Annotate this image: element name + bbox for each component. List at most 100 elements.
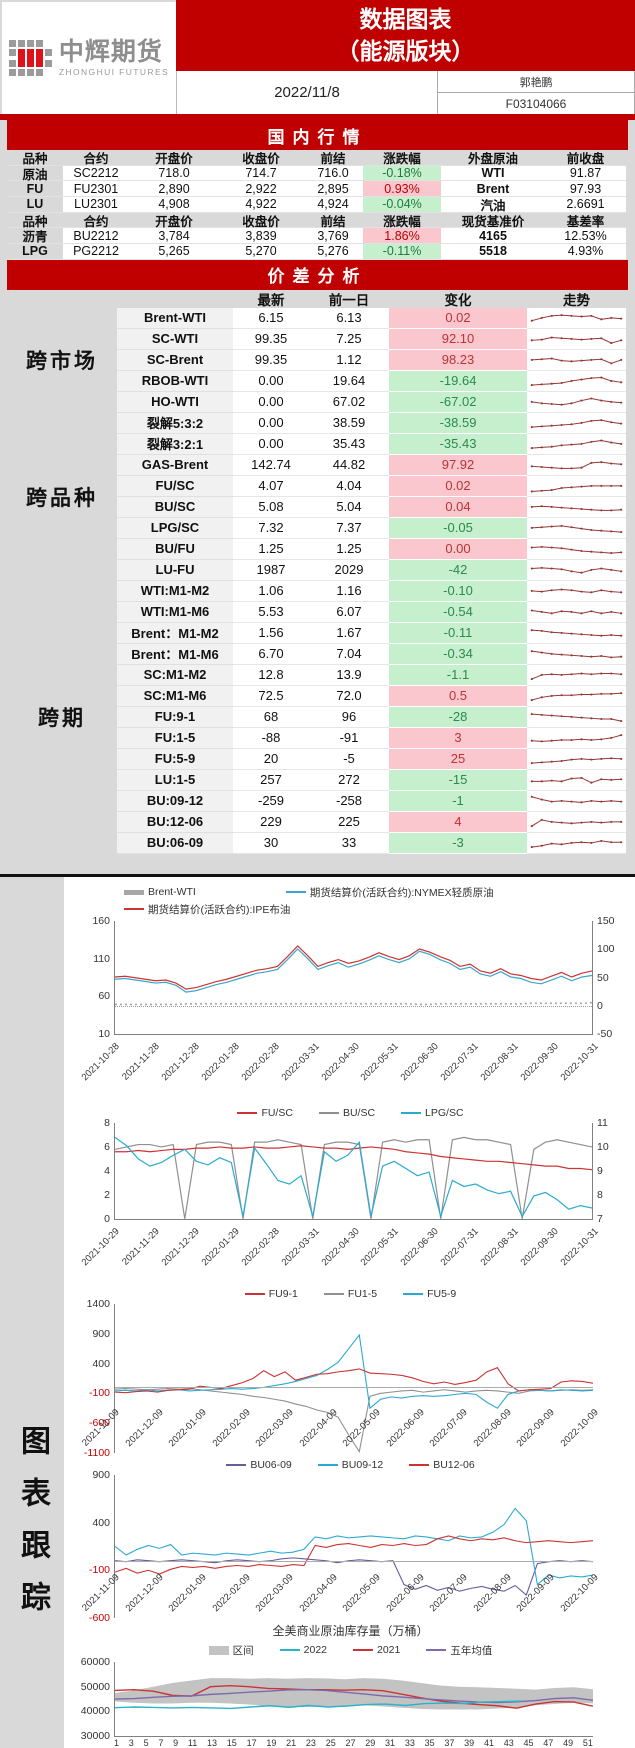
spread-section-label: 跨品种 (26, 485, 98, 510)
report-header: 中辉期货 ZHONGHUI FUTURES 数据图表 （能源版块） 2022/1… (0, 0, 635, 120)
spread-prev: 38.59 (309, 412, 389, 434)
legend-item: 五年均值 (426, 1643, 492, 1658)
chart-plot: 160 110 60 10 150 100 50 0 -50 (92, 915, 614, 1041)
external-name: WTI (441, 165, 545, 182)
axis-label: 39 (464, 1738, 475, 1748)
spread-name: GAS-Brent (117, 454, 233, 476)
axis-label: 49 (563, 1738, 574, 1748)
change-pct: 0.93% (363, 181, 441, 198)
spread-latest: 7.32 (233, 517, 309, 539)
spread-prev: 33 (309, 832, 389, 854)
external-value: 91.87 (545, 165, 626, 182)
chart-legend: FU9-1 FU1-5 FU5-9 (66, 1286, 635, 1302)
spread-latest: 0.00 (233, 433, 309, 455)
sparkline (527, 685, 626, 707)
product-name: LPG (7, 244, 63, 260)
open-price: 718.0 (129, 165, 219, 182)
axis-tick-right: 11 (597, 1117, 608, 1130)
open-price: 4,908 (129, 197, 219, 213)
axis-label: 31 (385, 1738, 396, 1748)
axis-tick-right: 0 (597, 999, 603, 1012)
legend-item: 期货结算价(活跃合约):IPE布油 (124, 902, 290, 917)
charts-sidebar-label: 图表跟踪 (16, 1424, 49, 1633)
axis-tick-left: 50000 (80, 1680, 110, 1693)
legend-item: 期货结算价(活跃合约):NYMEX轻质原油 (285, 885, 494, 900)
spread-name: LPG/SC (117, 517, 233, 539)
axis-tick-right: 50 (597, 971, 609, 984)
axis-label: 51 (582, 1738, 593, 1748)
axis-tick-left: 60000 (80, 1655, 110, 1668)
spread-name: LU-FU (117, 559, 233, 581)
open-price: 5,265 (129, 244, 219, 260)
spread-change: 0.04 (389, 496, 527, 518)
charts-section: 图表跟踪 Brent-WTI 期货结算价(活跃合约):NYMEX轻质原油 期货结算价… (0, 876, 635, 1748)
legend-label: BU12-06 (433, 1458, 475, 1471)
spread-prev: 7.04 (309, 643, 389, 665)
chart-plot: 1400 900 400 -100 -600 -1100 (84, 1298, 593, 1459)
logo-name-cn: 中辉期货 (58, 37, 163, 66)
report-title-line2: （能源版块） (336, 38, 475, 64)
column-header: 涨跌幅 (363, 213, 441, 229)
external-name: 5518 (441, 244, 545, 260)
spread-latest: 30 (233, 832, 309, 854)
spread-change: -38.59 (389, 412, 527, 434)
spread-name: SC:M1-M2 (117, 664, 233, 686)
legend-swatch (124, 889, 144, 895)
report-title: 数据图表 （能源版块） (176, 0, 635, 71)
axis-tick-left: 10 (98, 1028, 110, 1041)
axis-tick-right: 150 (597, 914, 615, 927)
axis-tick-left: -600 (88, 1611, 110, 1624)
sparkline (527, 790, 626, 812)
spread-name: WTI:M1-M6 (117, 601, 233, 623)
axis-tick-right: 9 (597, 1165, 603, 1178)
spread-latest: 99.35 (233, 328, 309, 350)
spread-latest: 6.15 (233, 307, 309, 329)
legend-swatch (323, 1293, 344, 1296)
sparkline (527, 811, 626, 833)
spread-header-change: 变化 (444, 292, 472, 308)
x-axis-labels: 1 3 5 7 9 11 13 15 17 19 21 23 25 27 29 31 33 35 37 39 41 43 4… (114, 1738, 593, 1748)
contract-code: BU2212 (63, 228, 129, 245)
sparkline (527, 580, 626, 602)
analyst-box: 郭艳鹏 F03104066 (437, 71, 635, 114)
spread-prev: 13.9 (309, 664, 389, 686)
axis-tick-left: 60 (98, 990, 110, 1003)
spread-latest: 20 (233, 748, 309, 770)
chart-legend: Brent-WTI 期货结算价(活跃合约):NYMEX轻质原油 期货结算价(活跃合约… (66, 883, 635, 919)
legend-swatch (244, 1293, 265, 1296)
axis-tick-left: 900 (92, 1327, 110, 1340)
prev-settle: 716.0 (303, 165, 363, 182)
sparkline (527, 706, 626, 728)
axis-label: 47 (543, 1738, 554, 1748)
column-header: 外盘原油 (441, 150, 545, 166)
legend-label: FU5-9 (427, 1288, 457, 1301)
close-price: 3,839 (219, 228, 303, 245)
legend-swatch (426, 1649, 447, 1652)
spread-name: 裂解3:2:1 (117, 433, 233, 455)
legend-item: FU/SC (237, 1107, 293, 1119)
axis-tick-right: 7 (597, 1213, 603, 1226)
spread-change: -19.64 (389, 370, 527, 392)
sparkline (527, 433, 626, 455)
spread-name: 裂解5:3:2 (117, 412, 233, 434)
axis-label: 15 (226, 1738, 237, 1748)
spread-prev: 7.25 (309, 328, 389, 350)
axis-label: 23 (305, 1738, 316, 1748)
axis-label: 9 (173, 1738, 179, 1748)
logo-icon (8, 40, 52, 76)
spread-name: Brent：M1-M6 (117, 643, 233, 665)
axis-tick-left: 1400 (86, 1298, 110, 1311)
spread-prev: 19.64 (309, 370, 389, 392)
spread-latest: 1.25 (233, 538, 309, 560)
spread-name: SC-Brent (117, 349, 233, 371)
legend-swatch (403, 1293, 424, 1296)
column-header: 现货基准价 (441, 213, 545, 229)
change-pct: 1.86% (363, 228, 441, 245)
legend-item: 区间 (208, 1643, 254, 1658)
spread-change: -0.10 (389, 580, 527, 602)
spread-latest: 1.56 (233, 622, 309, 644)
legend-item: 2021 (353, 1643, 400, 1658)
change-pct: -0.04% (363, 197, 441, 213)
sparkline (527, 538, 626, 560)
